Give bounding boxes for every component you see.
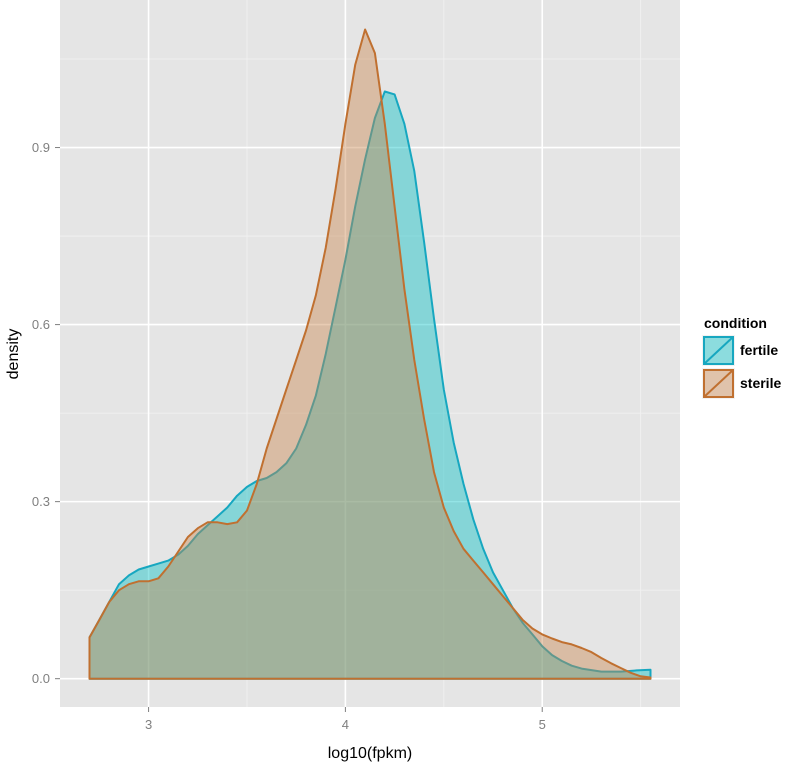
x-tick-label: 4 <box>342 717 349 732</box>
density-areas <box>88 28 652 680</box>
x-tick-label: 5 <box>539 717 546 732</box>
y-tick-label: 0.6 <box>32 317 50 332</box>
y-tick-label: 0.3 <box>32 494 50 509</box>
y-tick-label: 0.9 <box>32 140 50 155</box>
density-area-sterile <box>88 28 652 680</box>
panel-background <box>60 0 680 707</box>
x-axis-title: log10(fpkm) <box>328 745 412 762</box>
legend-title: condition <box>704 315 767 331</box>
x-axis: 3 4 5 <box>145 707 546 732</box>
legend: condition fertile sterile <box>702 315 781 399</box>
legend-key-diagonal <box>703 336 734 365</box>
legend-label-sterile: sterile <box>740 375 781 391</box>
minor-gridlines <box>60 0 680 707</box>
legend-label-fertile: fertile <box>740 342 778 358</box>
y-axis-title: density <box>5 329 22 380</box>
legend-key-diagonal <box>703 369 734 398</box>
y-tick-label: 0.0 <box>32 671 50 686</box>
x-tick-label: 3 <box>145 717 152 732</box>
y-axis: 0.0 0.3 0.6 0.9 <box>32 140 60 686</box>
